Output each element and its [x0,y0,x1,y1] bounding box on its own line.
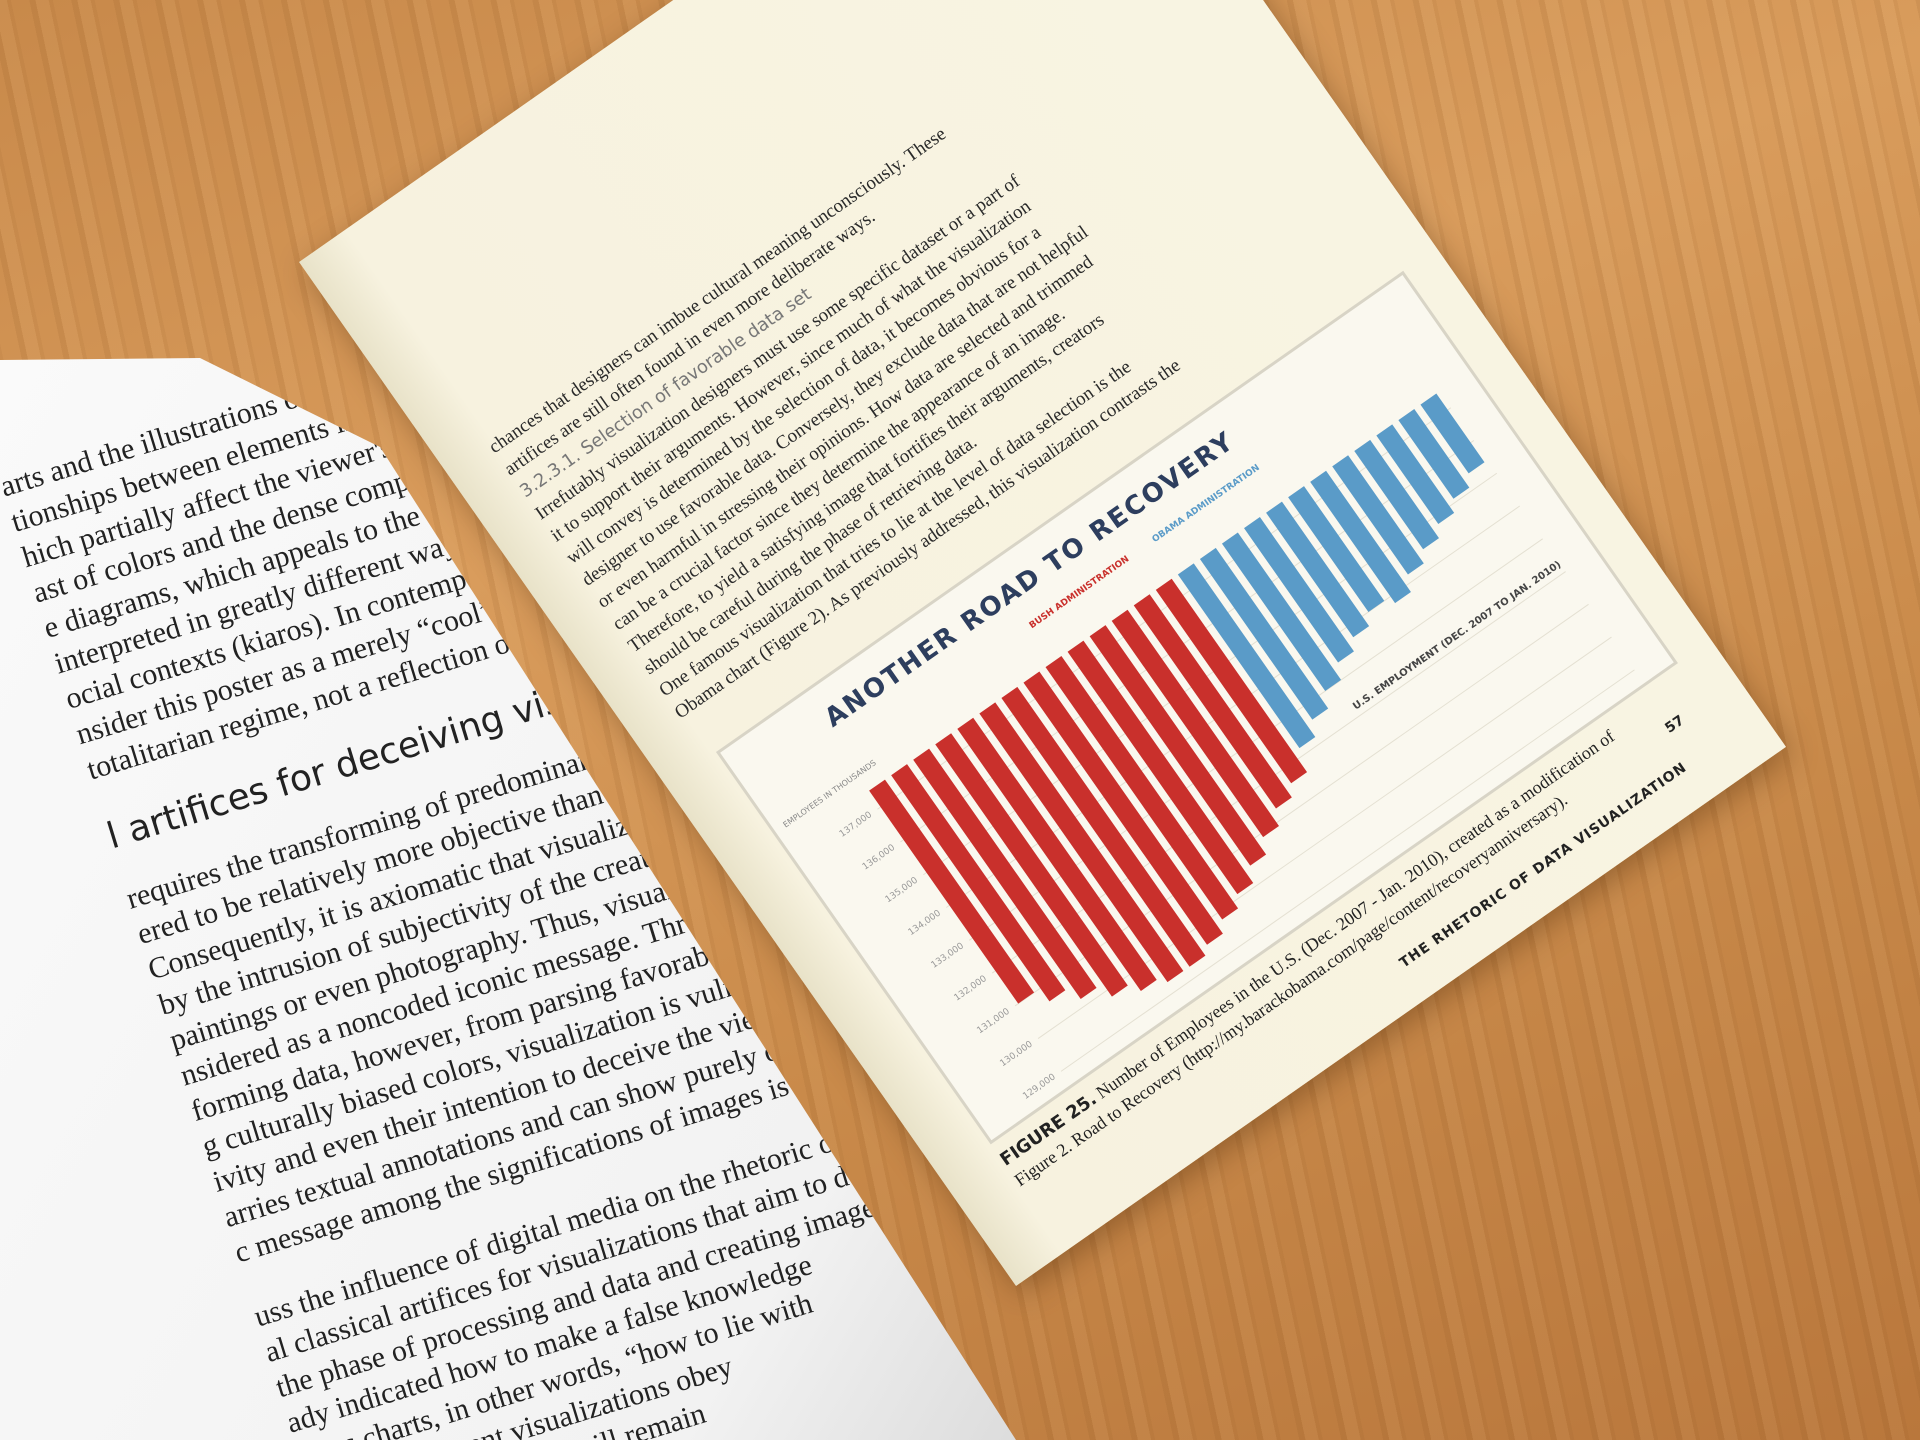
bar [1266,501,1370,638]
bar [979,702,1184,983]
bar [1199,547,1329,720]
bar [1133,594,1292,809]
bar [1376,424,1455,524]
bar [891,764,1066,1002]
bar [1244,517,1354,663]
bar [1221,532,1342,692]
right-page: chances that designers can imbue cultura… [299,0,1787,1287]
bar [1155,578,1308,784]
grid-line [1060,669,1635,1072]
bar [957,717,1157,992]
bar [869,779,1035,1004]
bar [1398,408,1470,499]
bar [935,733,1128,997]
bar [1310,470,1411,604]
bar [913,748,1097,999]
bar [1023,671,1223,945]
page-number: 57 [1662,712,1688,737]
bar [1045,656,1239,920]
bar [1177,563,1316,749]
bar [1420,393,1485,474]
bar [1288,486,1385,612]
bar [1089,625,1267,866]
bar [1067,640,1254,895]
bar [1111,609,1279,838]
bar [1001,686,1206,967]
bar [1332,455,1424,575]
bar [1354,439,1439,550]
